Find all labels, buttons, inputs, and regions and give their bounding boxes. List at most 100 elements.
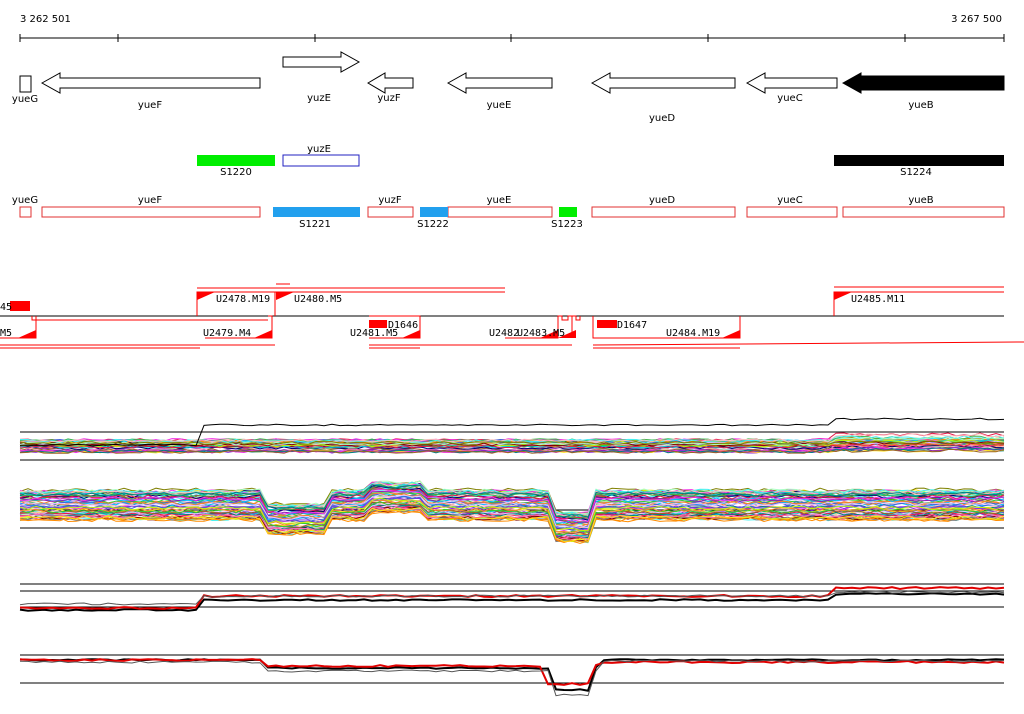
feature-block[interactable] bbox=[447, 206, 553, 218]
profile-line bbox=[19, 447, 1005, 454]
feature-label: yueB bbox=[908, 195, 933, 206]
segment-label: U2483.M5 bbox=[517, 328, 565, 339]
gene-arrow-yueF[interactable] bbox=[40, 72, 261, 94]
profile-line bbox=[19, 590, 1005, 606]
segment-label: 45 bbox=[0, 302, 12, 313]
feature-block[interactable] bbox=[282, 154, 360, 167]
feature-block[interactable] bbox=[842, 206, 1005, 218]
coordinate-ruler: 3 262 501 3 267 500 bbox=[19, 14, 1005, 42]
segment-line bbox=[31, 316, 268, 321]
feature-label: S1222 bbox=[417, 219, 449, 230]
segment-label: D1646 bbox=[388, 320, 418, 331]
segment-label: U2478.M19 bbox=[216, 294, 270, 305]
profile-line bbox=[19, 494, 1005, 529]
gene-label: yueG bbox=[12, 94, 38, 105]
segment-label: M5 bbox=[0, 328, 12, 339]
feature-block[interactable] bbox=[273, 207, 360, 217]
profile-line bbox=[19, 493, 1005, 529]
profile-line bbox=[19, 505, 1005, 541]
gene-arrow-yueB[interactable] bbox=[841, 72, 1005, 94]
profile-line bbox=[19, 499, 1005, 533]
gene-label: yueB bbox=[908, 100, 933, 111]
feature-block[interactable] bbox=[367, 206, 414, 218]
segment-flag bbox=[558, 330, 576, 338]
segment-flag bbox=[540, 330, 558, 338]
profile-line bbox=[19, 658, 1005, 686]
profile-line bbox=[19, 488, 1005, 523]
profile-line bbox=[19, 586, 1005, 610]
feature-track-2: yueG yueF S1221 yuzF S1222 yueE S1223 yu… bbox=[12, 195, 1005, 230]
feature-block[interactable] bbox=[197, 155, 275, 166]
feature-label: yueF bbox=[138, 195, 162, 206]
feature-label: S1220 bbox=[220, 167, 252, 178]
expression-summary-plus bbox=[19, 583, 1005, 612]
gene-label: yueC bbox=[777, 93, 802, 104]
gene-label: yuzE bbox=[307, 93, 331, 104]
profile-line bbox=[19, 659, 1005, 697]
profile-line bbox=[19, 507, 1005, 542]
expression-panel-minus-strand bbox=[19, 480, 1005, 544]
segment-label: D1647 bbox=[617, 320, 647, 331]
expression-panel-plus-strand bbox=[19, 417, 1005, 461]
segment-bracket[interactable] bbox=[274, 291, 505, 316]
segment-flag bbox=[597, 320, 617, 328]
feature-label: yueC bbox=[777, 195, 802, 206]
gene-arrow-yuzE[interactable] bbox=[282, 51, 361, 73]
segment-bracket[interactable] bbox=[369, 315, 421, 339]
segment-flag bbox=[254, 330, 272, 338]
feature-block[interactable] bbox=[559, 207, 577, 217]
segment-track: U2478.M19 U2480.M5 U2485.M11 45 M5 U2479… bbox=[0, 283, 1024, 349]
segment-bracket[interactable] bbox=[205, 315, 273, 339]
feature-label: yueG bbox=[12, 195, 38, 206]
segment-label: U2479.M4 bbox=[203, 328, 251, 339]
profile-line bbox=[19, 490, 1005, 525]
feature-block[interactable] bbox=[41, 206, 261, 218]
gene-arrow-yueE[interactable] bbox=[446, 72, 553, 94]
profile-line bbox=[19, 440, 1005, 445]
feature-label: yueE bbox=[487, 195, 512, 206]
feature-label: S1224 bbox=[900, 167, 932, 178]
segment-line bbox=[572, 315, 581, 321]
segment-flag bbox=[834, 292, 852, 300]
gene-label: yueD bbox=[649, 113, 675, 124]
feature-label: S1223 bbox=[551, 219, 583, 230]
gene-arrow-yueC[interactable] bbox=[745, 72, 838, 94]
profile-line bbox=[19, 482, 1005, 517]
profile-line bbox=[19, 592, 1005, 612]
segment-flag bbox=[18, 330, 36, 338]
profile-line bbox=[19, 503, 1005, 539]
ruler-end-label: 3 267 500 bbox=[951, 14, 1002, 25]
gene-label: yuzF bbox=[377, 93, 401, 104]
profile-line bbox=[19, 417, 1005, 447]
ruler-start-label: 3 262 501 bbox=[20, 14, 71, 25]
feature-label: S1221 bbox=[299, 219, 331, 230]
segment-line bbox=[592, 341, 1024, 346]
segment-bracket[interactable] bbox=[592, 316, 741, 339]
profile-line bbox=[19, 497, 1005, 533]
segment-flag bbox=[197, 292, 215, 300]
feature-track-1: S1220 yuzE S1224 bbox=[197, 144, 1004, 178]
gene-arrow-yuzF[interactable] bbox=[367, 72, 414, 94]
gene-arrow-yueD[interactable] bbox=[590, 72, 736, 94]
feature-block[interactable] bbox=[834, 155, 1004, 166]
feature-block[interactable] bbox=[591, 206, 736, 218]
expression-summary-minus bbox=[19, 654, 1005, 697]
profile-line bbox=[19, 448, 1005, 454]
feature-block[interactable] bbox=[746, 206, 838, 218]
segment-flag bbox=[276, 292, 294, 300]
profile-line bbox=[19, 484, 1005, 519]
segment-flag bbox=[369, 320, 387, 328]
gene-label: yueF bbox=[138, 100, 162, 111]
feature-label: yuzE bbox=[307, 144, 331, 155]
profile-line bbox=[19, 443, 1005, 449]
segment-label: U2480.M5 bbox=[294, 294, 342, 305]
segment-flag bbox=[402, 330, 420, 338]
profile-line bbox=[19, 658, 1005, 692]
gene-arrow-yueG[interactable] bbox=[19, 75, 32, 93]
feature-block[interactable] bbox=[19, 206, 32, 218]
feature-block[interactable] bbox=[420, 207, 448, 217]
feature-label: yueD bbox=[649, 195, 675, 206]
segment-label: U2481.M5 bbox=[350, 328, 398, 339]
gene-track: yueG yueF yuzE yuzF yueE yueD yueC yueB bbox=[12, 51, 1005, 124]
